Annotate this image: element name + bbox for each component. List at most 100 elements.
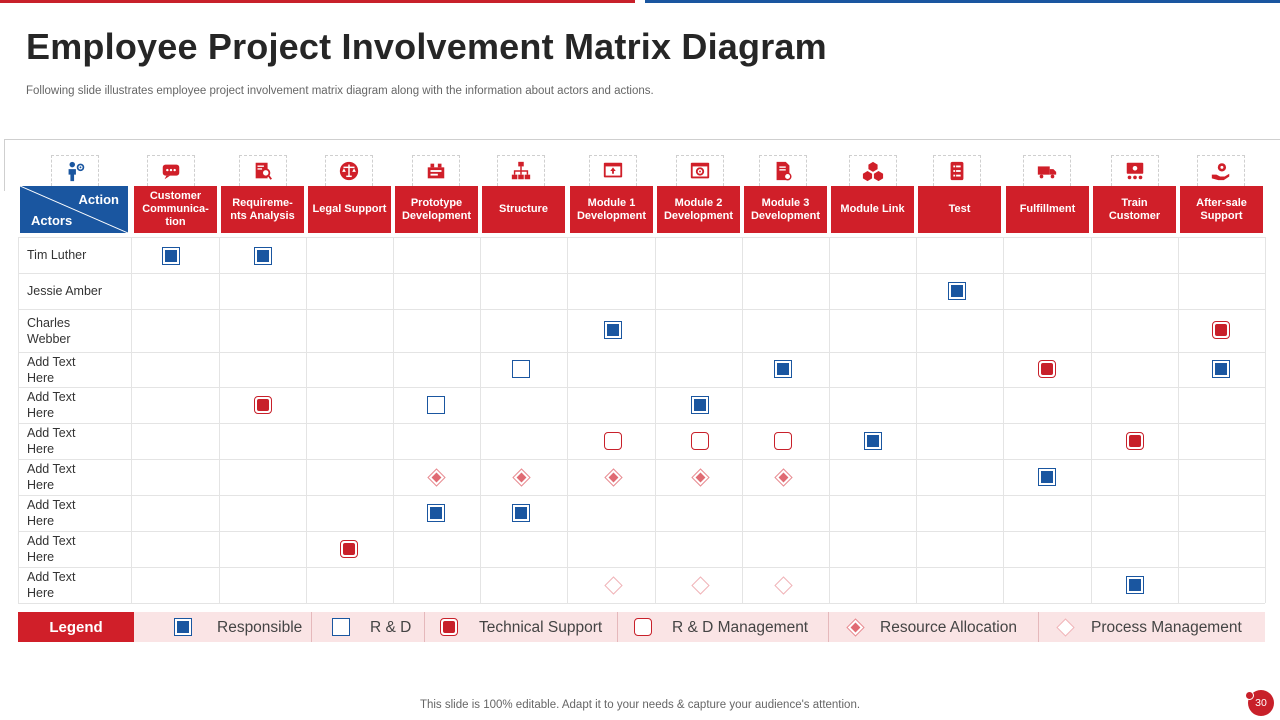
matrix-marker-rdm [604, 432, 622, 450]
page-title: Employee Project Involvement Matrix Diag… [26, 26, 827, 67]
column-divider [829, 237, 830, 603]
legend-item-label: R & D [370, 619, 412, 636]
analysis-icon [255, 162, 272, 180]
legend-divider [311, 612, 312, 642]
matrix-marker-tech [1126, 432, 1144, 450]
column-icon-box [1023, 155, 1071, 186]
prototype-icon [427, 163, 445, 179]
column-icon-box [849, 155, 897, 186]
row-divider [18, 352, 1265, 353]
person-gear-icon [68, 161, 85, 182]
matrix-marker-responsible [948, 282, 966, 300]
row-divider [18, 459, 1265, 460]
column-icon-box [933, 155, 981, 186]
matrix-frame [4, 139, 1280, 191]
matrix-marker-responsible [254, 247, 272, 265]
matrix-marker-rdm [774, 432, 792, 450]
training-icon [1126, 162, 1144, 180]
actor-icon-box [51, 155, 99, 186]
column-header: Module 2 Development [657, 186, 740, 233]
column-divider [1003, 237, 1004, 603]
row-divider [18, 531, 1265, 532]
actor-name: Add Text Here [27, 498, 76, 528]
column-icon-box [1111, 155, 1159, 186]
actor-name: Tim Luther [27, 248, 87, 262]
matrix-marker-rd [427, 396, 445, 414]
matrix-marker-tech [1038, 360, 1056, 378]
page-number: 30 [1245, 690, 1274, 716]
column-divider [219, 237, 220, 603]
gear-window-icon [690, 162, 710, 179]
matrix-marker-process [603, 575, 623, 595]
legend-label: Legend [18, 612, 134, 642]
legend-item-label: Resource Allocation [880, 619, 1017, 636]
row-divider [18, 603, 1265, 604]
row-divider [18, 567, 1265, 568]
matrix-marker-alloc [603, 467, 623, 487]
actor-name: Add Text Here [27, 390, 76, 420]
customer-chat-icon [162, 164, 180, 180]
actors-label: Actors [31, 213, 73, 228]
matrix-marker-responsible [864, 432, 882, 450]
column-divider [131, 237, 132, 603]
action-label: Action [78, 192, 119, 207]
matrix-marker-responsible [1126, 576, 1144, 594]
row-divider [18, 309, 1265, 310]
checklist-icon [950, 161, 964, 181]
column-header: Prototype Development [395, 186, 478, 233]
row-divider [18, 387, 1265, 388]
cubes-icon [862, 161, 884, 182]
column-icon-box [676, 155, 724, 186]
actor-name: Add Text Here [27, 426, 76, 456]
column-divider [306, 237, 307, 603]
legend-item-label: R & D Management [672, 619, 809, 636]
legend-item-label: Process Management [1091, 619, 1242, 636]
legend-marker-rd [332, 618, 350, 636]
column-header: Fulfillment [1006, 186, 1089, 233]
column-header: Structure [482, 186, 565, 233]
actor-name: Add Text Here [27, 534, 76, 564]
legend-marker-tech [440, 618, 458, 636]
truck-icon [1037, 166, 1057, 179]
actor-name: Charles Webber [27, 315, 71, 346]
matrix-marker-responsible [512, 504, 530, 522]
row-divider [18, 495, 1265, 496]
matrix-marker-responsible [774, 360, 792, 378]
matrix-marker-alloc [690, 467, 710, 487]
column-divider [1265, 237, 1266, 603]
row-divider [18, 273, 1265, 274]
column-icon-box [589, 155, 637, 186]
matrix-marker-process [690, 575, 710, 595]
column-divider [567, 237, 568, 603]
matrix-marker-responsible [1038, 468, 1056, 486]
column-divider [18, 237, 19, 603]
column-icon-box [1197, 155, 1245, 186]
matrix-marker-responsible [427, 504, 445, 522]
column-header: Test [918, 186, 1001, 233]
legend-marker-responsible [174, 618, 192, 636]
column-icon-box [239, 155, 287, 186]
column-icon-box [412, 155, 460, 186]
actor-name: Add Text Here [27, 570, 76, 600]
matrix-marker-tech [340, 540, 358, 558]
matrix-corner-header: Action Actors [20, 186, 128, 233]
top-accent-blue [645, 0, 1280, 3]
actor-name: Add Text Here [27, 462, 76, 492]
matrix-marker-tech [254, 396, 272, 414]
matrix-marker-alloc [773, 467, 793, 487]
web-module-icon [603, 162, 623, 178]
column-header: Legal Support [308, 186, 391, 233]
column-header: After-sale Support [1180, 186, 1263, 233]
matrix-marker-responsible [604, 321, 622, 339]
legal-scale-icon [339, 161, 359, 181]
legend-item-label: Technical Support [479, 619, 603, 636]
column-divider [1091, 237, 1092, 603]
actor-name: Add Text Here [27, 354, 76, 385]
support-hand-icon [1211, 163, 1230, 181]
legend-divider [1038, 612, 1039, 642]
footer-note: This slide is 100% editable. Adapt it to… [419, 699, 861, 711]
column-header: Train Customer [1093, 186, 1176, 233]
legend-item-label: Responsible [217, 619, 303, 636]
matrix-marker-process [773, 575, 793, 595]
legend-bar [134, 612, 1265, 642]
